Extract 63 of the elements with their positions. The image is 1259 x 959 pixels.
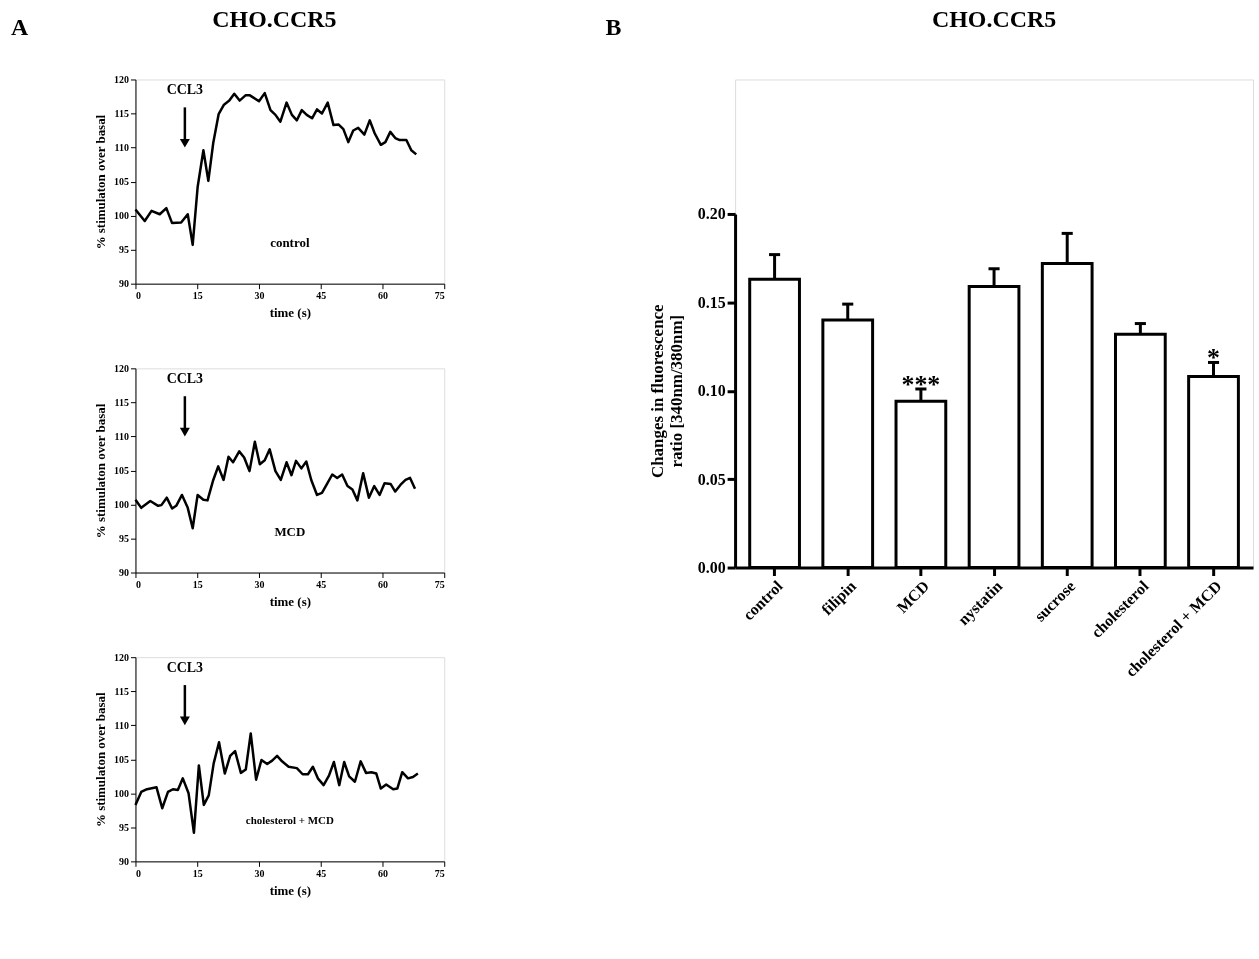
- y-tick-label: 110: [114, 430, 129, 442]
- x-tick-label: 45: [316, 578, 327, 590]
- text: A: [10, 13, 29, 40]
- annotation: CCL3: [166, 82, 204, 98]
- x-tick-label: 0: [135, 578, 141, 590]
- x-axis-title: time (s): [269, 593, 311, 609]
- text: B: [605, 13, 622, 40]
- x-tick-label: 75: [434, 867, 445, 879]
- y-tick-label: 120: [114, 651, 129, 663]
- y-tick-label: 100: [114, 787, 129, 799]
- y-tick-label: 115: [114, 108, 129, 119]
- y-tick-label: 100: [114, 498, 129, 510]
- x-tick-label: 15: [192, 867, 203, 879]
- annotation: control: [270, 234, 310, 250]
- y-tick-label: 0.15: [697, 293, 726, 311]
- x-tick-label: 60: [378, 290, 388, 302]
- x-tick-label: 45: [316, 867, 327, 879]
- y-tick-label: 120: [114, 362, 129, 374]
- y-tick-label: 0.20: [697, 205, 726, 223]
- x-tick-label: 30: [254, 578, 265, 590]
- y-tick-label: 120: [114, 73, 129, 85]
- y-tick-label: 95: [119, 244, 130, 256]
- x-tick-label: 45: [316, 290, 327, 302]
- y-tick-label: 0.00: [697, 559, 726, 577]
- y-tick-label: 90: [119, 278, 130, 290]
- x-tick-label: 75: [434, 290, 445, 302]
- x-tick-label: 60: [378, 867, 388, 879]
- annotation: *: [1207, 343, 1220, 373]
- x-tick-label: 15: [192, 578, 203, 590]
- y-tick-label: 95: [119, 532, 130, 544]
- y-tick-label: 0.10: [697, 382, 726, 400]
- y-tick-label: 115: [114, 396, 129, 408]
- x-tick-label: 0: [135, 290, 141, 302]
- y-tick-label: 105: [114, 464, 129, 476]
- x-tick-label: 75: [434, 578, 445, 590]
- x-tick-label: 30: [254, 290, 265, 302]
- y-tick-label: 95: [119, 821, 130, 833]
- annotation: cholesterol + MCD: [245, 813, 334, 826]
- y-tick-label: 90: [119, 855, 130, 867]
- y-tick-label: 100: [114, 210, 129, 222]
- x-tick-label: 0: [135, 867, 141, 879]
- y-tick-label: 90: [119, 567, 130, 579]
- y-tick-label: 105: [114, 753, 129, 765]
- chart-title: CHO.CCR5: [932, 5, 1057, 32]
- chart-title: CHO.CCR5: [212, 5, 337, 32]
- y-tick-label: 110: [114, 719, 129, 731]
- x-tick-label: 60: [378, 578, 388, 590]
- y-tick-label: 115: [114, 685, 129, 697]
- y-axis-title: % stimulaton over basal: [93, 114, 109, 250]
- x-axis-title: time (s): [269, 305, 311, 321]
- annotation: MCD: [274, 523, 306, 539]
- y-axis-title: Changes in fluorescence ratio [340nm/380nm]: [647, 303, 686, 479]
- y-axis-title: % stimulaton over basal: [93, 403, 109, 539]
- y-tick-label: 105: [114, 176, 129, 188]
- annotation: CCL3: [166, 660, 204, 676]
- x-tick-label: 15: [192, 290, 203, 302]
- annotation: CCL3: [166, 371, 204, 387]
- annotation: ***: [901, 369, 941, 399]
- y-axis-title: % stimulaton over basal: [93, 692, 109, 828]
- x-axis-title: time (s): [269, 882, 311, 898]
- y-tick-label: 110: [114, 142, 129, 154]
- x-tick-label: 30: [254, 867, 265, 879]
- y-tick-label: 0.05: [697, 470, 726, 488]
